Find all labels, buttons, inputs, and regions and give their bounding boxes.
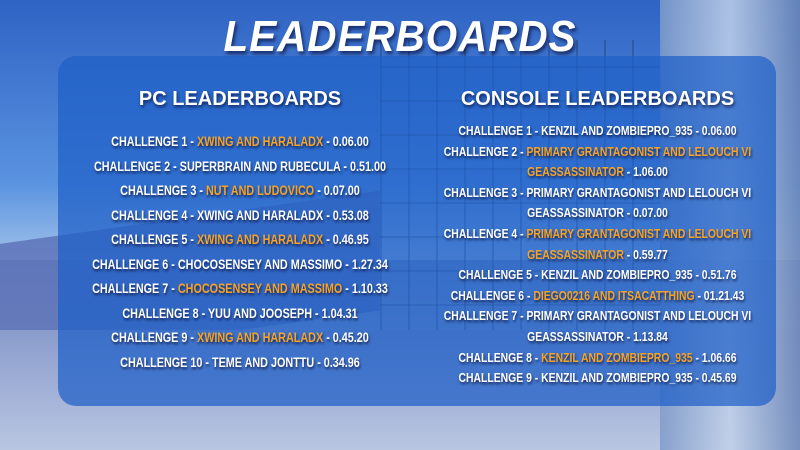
leaderboard-panel <box>58 56 776 406</box>
leaderboard-entry: CHALLENGE 5 - KENZIL AND ZOMBIEPRO_935 -… <box>424 265 772 286</box>
players-name: NUT AND LUDOVICO <box>205 183 315 198</box>
challenge-label: CHALLENGE 8 - <box>122 305 208 321</box>
leaderboard-entry: CHALLENGE 9 - XWING AND HARALADX - 0.45.… <box>56 326 424 351</box>
players-name: CHOCOSENSEY AND MASSIMO <box>177 256 343 272</box>
leaderboard-entry: CHALLENGE 3 - PRIMARY GRANTAGONIST AND L… <box>424 183 772 224</box>
pc-entries: CHALLENGE 1 - XWING AND HARALADX - 0.06.… <box>92 130 388 375</box>
record-time: - 01.21.43 <box>694 287 745 303</box>
players-name: KENZIL AND ZOMBIEPRO_935 <box>541 349 693 365</box>
challenge-label: CHALLENGE 10 - <box>120 354 212 370</box>
players-name: TEME AND JONTTU <box>211 354 315 370</box>
players-name: PRIMARY GRANTAGONIST AND LELOUCH VI GEAS… <box>526 143 752 180</box>
players-name: YUU AND JOOSEPH <box>207 305 312 321</box>
leaderboard-entry: CHALLENGE 5 - XWING AND HARALADX - 0.46.… <box>56 228 424 253</box>
leaderboard-entry: CHALLENGE 8 - KENZIL AND ZOMBIEPRO_935 -… <box>424 348 772 369</box>
challenge-label: CHALLENGE 8 - <box>458 349 542 365</box>
record-time: - 1.27.34 <box>342 256 388 272</box>
leaderboard-entry: CHALLENGE 4 - PRIMARY GRANTAGONIST AND L… <box>424 224 772 265</box>
leaderboard-entry: CHALLENGE 1 - KENZIL AND ZOMBIEPRO_935 -… <box>424 121 772 142</box>
players-name: CHOCOSENSEY AND MASSIMO <box>177 281 343 296</box>
record-time: - 0.51.76 <box>692 267 737 283</box>
players-name: SUPERBRAIN AND RUBECULA <box>179 158 341 174</box>
leaderboard-entry: CHALLENGE 4 - XWING AND HARALADX - 0.53.… <box>56 204 424 229</box>
record-time: - 0.45.20 <box>323 330 369 345</box>
challenge-label: CHALLENGE 7 - <box>92 281 178 296</box>
record-time: - 0.34.96 <box>314 354 360 370</box>
challenge-label: CHALLENGE 6 - <box>450 287 534 303</box>
record-time: - 1.06.00 <box>623 164 668 180</box>
leaderboard-entry: CHALLENGE 3 - NUT AND LUDOVICO - 0.07.00 <box>56 179 424 204</box>
record-time: - 0.06.00 <box>692 123 737 138</box>
leaderboard-entry: CHALLENGE 6 - DIEGO0216 AND ITSACATTHING… <box>424 286 772 307</box>
players-name: PRIMARY GRANTAGONIST AND LELOUCH VI GEAS… <box>526 225 752 262</box>
console-heading: CONSOLE LEADERBOARDS <box>460 88 735 110</box>
record-time: - 1.10.33 <box>342 281 388 296</box>
players-name: PRIMARY GRANTAGONIST AND LELOUCH VI GEAS… <box>526 184 752 221</box>
record-time: - 0.53.08 <box>323 207 369 223</box>
record-time: - 0.46.95 <box>323 232 369 247</box>
page-title: LEADERBOARDS <box>223 12 577 61</box>
leaderboard-entry: CHALLENGE 6 - CHOCOSENSEY AND MASSIMO - … <box>56 253 424 278</box>
record-time: - 0.51.00 <box>340 158 387 174</box>
leaderboard-entry: CHALLENGE 2 - SUPERBRAIN AND RUBECULA - … <box>56 155 424 180</box>
players-name: PRIMARY GRANTAGONIST AND LELOUCH VI GEAS… <box>526 308 752 344</box>
players-name: XWING AND HARALADX <box>196 330 324 345</box>
leaderboard-entry: CHALLENGE 1 - XWING AND HARALADX - 0.06.… <box>56 130 424 155</box>
record-time: - 0.59.77 <box>623 246 668 262</box>
players-name: KENZIL AND ZOMBIEPRO_935 <box>541 370 693 386</box>
challenge-label: CHALLENGE 9 - <box>111 330 197 345</box>
challenge-label: CHALLENGE 7 - <box>443 308 527 324</box>
players-name: KENZIL AND ZOMBIEPRO_935 <box>541 123 693 138</box>
challenge-label: CHALLENGE 9 - <box>458 370 542 386</box>
leaderboard-entry: CHALLENGE 2 - PRIMARY GRANTAGONIST AND L… <box>424 142 772 183</box>
leaderboard-entry: CHALLENGE 7 - PRIMARY GRANTAGONIST AND L… <box>424 306 772 347</box>
challenge-label: CHALLENGE 3 - <box>120 183 206 198</box>
console-entries: CHALLENGE 1 - KENZIL AND ZOMBIEPRO_935 -… <box>444 121 751 389</box>
players-name: DIEGO0216 AND ITSACATTHING <box>533 287 695 303</box>
record-time: - 0.07.00 <box>314 183 360 198</box>
console-leaderboard: CONSOLE LEADERBOARDS CHALLENGE 1 - KENZI… <box>425 88 770 389</box>
pc-heading: PC LEADERBOARDS <box>138 88 342 110</box>
players-name: XWING AND HARALADX <box>196 207 324 223</box>
record-time: - 1.04.31 <box>312 305 358 321</box>
record-time: - 0.06.00 <box>323 134 369 149</box>
players-name: XWING AND HARALADX <box>196 232 324 247</box>
challenge-label: CHALLENGE 1 - <box>111 134 197 149</box>
challenge-label: CHALLENGE 5 - <box>458 267 542 283</box>
record-time: - 0.07.00 <box>623 205 668 221</box>
challenge-label: CHALLENGE 2 - <box>443 143 527 159</box>
leaderboard-entry: CHALLENGE 10 - TEME AND JONTTU - 0.34.96 <box>56 351 424 376</box>
record-time: - 1.13.84 <box>623 328 668 344</box>
players-name: KENZIL AND ZOMBIEPRO_935 <box>541 267 693 283</box>
leaderboard-entry: CHALLENGE 9 - KENZIL AND ZOMBIEPRO_935 -… <box>424 368 772 389</box>
pc-leaderboard: PC LEADERBOARDS CHALLENGE 1 - XWING AND … <box>60 88 420 375</box>
leaderboard-entry: CHALLENGE 7 - CHOCOSENSEY AND MASSIMO - … <box>56 277 424 302</box>
leaderboard-entry: CHALLENGE 8 - YUU AND JOOSEPH - 1.04.31 <box>56 302 424 327</box>
players-name: XWING AND HARALADX <box>196 134 324 149</box>
challenge-label: CHALLENGE 4 - <box>443 225 527 241</box>
record-time: - 0.45.69 <box>692 370 737 386</box>
challenge-label: CHALLENGE 2 - <box>93 158 180 174</box>
challenge-label: CHALLENGE 5 - <box>111 232 197 247</box>
challenge-label: CHALLENGE 3 - <box>443 184 527 200</box>
challenge-label: CHALLENGE 6 - <box>92 256 178 272</box>
challenge-label: CHALLENGE 4 - <box>111 207 197 223</box>
record-time: - 1.06.66 <box>692 349 737 365</box>
challenge-label: CHALLENGE 1 - <box>458 123 542 138</box>
